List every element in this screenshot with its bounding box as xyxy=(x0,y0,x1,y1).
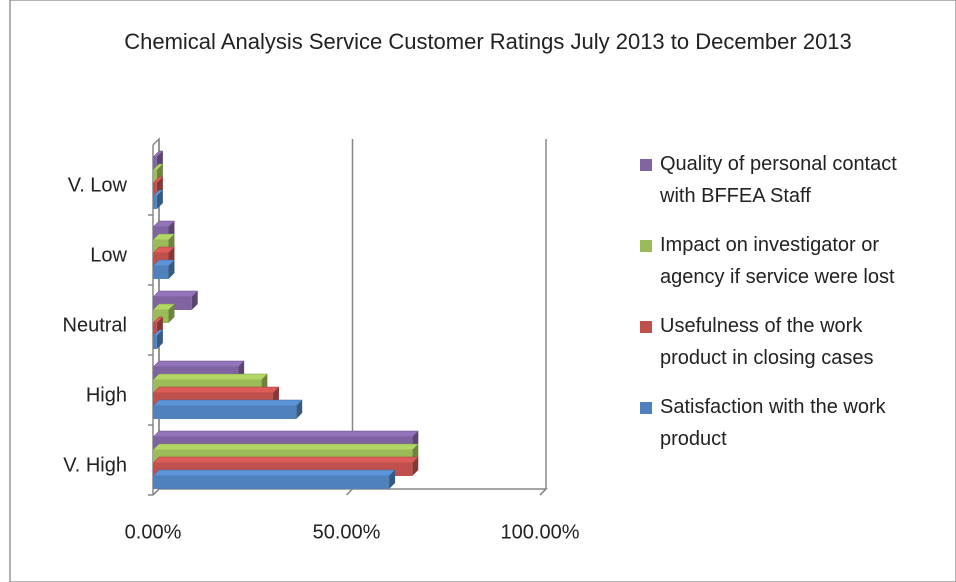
legend-line: Usefulness of the work xyxy=(660,315,863,337)
legend-line: product in closing cases xyxy=(660,347,873,369)
y-tick-label: Low xyxy=(90,244,127,266)
legend-label: Satisfaction with the work product xyxy=(660,396,887,450)
legend-label: Impact on investigator or agency if servi… xyxy=(660,234,895,288)
bar xyxy=(152,399,303,419)
legend-swatch xyxy=(640,321,652,333)
bar xyxy=(152,469,396,489)
bar-side xyxy=(191,291,198,310)
bar-top xyxy=(152,443,419,451)
x-tick xyxy=(539,488,547,496)
bar-top xyxy=(152,290,199,298)
legend-line: with BFFEA Staff xyxy=(659,185,811,207)
bar-side xyxy=(156,190,163,209)
bar xyxy=(152,259,176,279)
legend-line: Impact on investigator or xyxy=(660,234,879,256)
bar-front xyxy=(153,157,157,170)
bar-top xyxy=(152,430,419,438)
legend-line: product xyxy=(660,428,727,450)
bar-side xyxy=(168,260,175,279)
x-tick-label: 50.00% xyxy=(313,521,381,543)
bar-front xyxy=(153,196,157,209)
bar-side xyxy=(168,304,175,323)
bar-front xyxy=(153,266,169,279)
x-tick xyxy=(152,488,160,496)
legend-label: Quality of personal contact with BFFEA St… xyxy=(659,153,897,207)
bar-front xyxy=(153,406,297,419)
bar-top xyxy=(152,469,396,477)
y-tick-label: High xyxy=(86,384,127,406)
x-tick-label: 0.00% xyxy=(125,521,182,543)
x-tick-label: 100.00% xyxy=(501,521,580,543)
y-tick-label: V. Low xyxy=(68,174,128,196)
legend-swatch xyxy=(640,240,652,252)
chart-title: Chemical Analysis Service Customer Ratin… xyxy=(124,29,852,54)
bar xyxy=(152,329,164,349)
legend-swatch xyxy=(640,402,652,414)
bar xyxy=(152,189,164,209)
bar-front xyxy=(153,183,157,196)
bar-top xyxy=(152,386,280,394)
bar-side xyxy=(389,470,396,489)
bar-front xyxy=(153,476,390,489)
x-tick xyxy=(345,488,354,496)
bar-side xyxy=(412,457,419,476)
legend-swatch xyxy=(640,159,652,171)
bar-front xyxy=(153,323,157,336)
legend-line: Quality of personal contact xyxy=(660,153,897,175)
bar-top xyxy=(152,373,268,381)
bar-front xyxy=(153,336,157,349)
y-tick-label: Neutral xyxy=(63,314,127,336)
legend-line: Satisfaction with the work xyxy=(660,396,887,418)
bar-top xyxy=(152,456,419,464)
bar-side xyxy=(156,330,163,349)
bar-side xyxy=(296,400,303,419)
legend-label: Usefulness of the work product in closing… xyxy=(660,315,873,369)
bar-top xyxy=(152,399,303,407)
legend-line: agency if service were lost xyxy=(660,266,895,288)
bar-front xyxy=(153,170,157,183)
bar-top xyxy=(152,360,245,368)
y-tick-label: V. High xyxy=(63,454,127,476)
